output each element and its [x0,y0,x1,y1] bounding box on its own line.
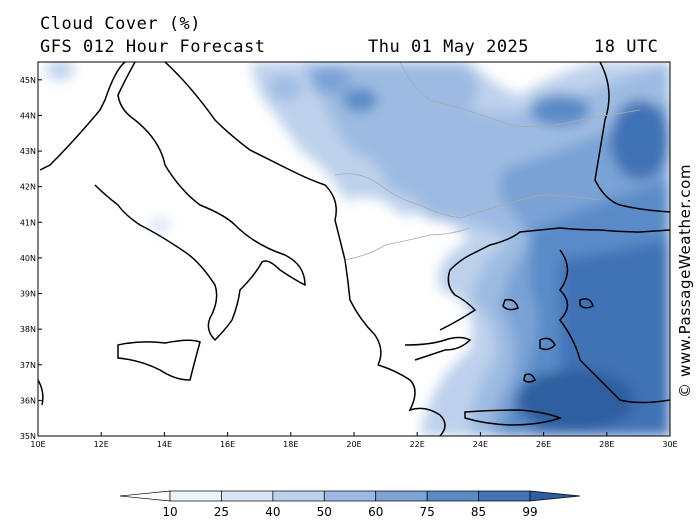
lon-label: 24E [473,440,488,449]
lat-label: 41N [20,218,36,227]
lat-label: 42N [20,183,36,192]
forecast-time: 18 UTC [594,37,659,57]
lon-label: 30E [662,440,677,449]
lon-label: 14E [157,440,172,449]
lon-label: 10E [30,440,45,449]
lon-label: 12E [94,440,109,449]
lat-label: 39N [20,290,36,299]
lon-label: 28E [599,440,614,449]
colorbar-label: 10 [162,505,177,519]
colorbar-segment [426,490,479,502]
colorbar-segment [272,490,325,502]
lat-label: 45N [20,76,36,85]
colorbar-label: 99 [522,505,537,519]
colorbar-segment [169,490,222,502]
colorbar-max-arrow [529,490,581,502]
colorbar-segment [221,490,274,502]
colorbar-label: 50 [317,505,332,519]
colorbar-min-arrow [119,490,171,502]
lat-label: 35N [20,432,36,441]
lon-label: 26E [536,440,551,449]
forecast-date: Thu 01 May 2025 [368,37,530,57]
longitude-axis: 10E 12E 14E 16E 18E 20E 22E 24E 26E 28E 30E [30,432,678,449]
lon-label: 22E [410,440,425,449]
lat-label: 40N [20,254,36,263]
lat-label: 36N [20,396,36,405]
colorbar-label: 60 [368,505,383,519]
colorbar-segment [478,490,531,502]
map-title: Cloud Cover (%) [40,14,202,34]
lat-label: 38N [20,325,36,334]
country-borders [334,62,641,261]
colorbar-label: 25 [214,505,229,519]
forecast-label: GFS 012 Hour Forecast [40,37,266,57]
lat-label: 43N [20,147,36,156]
latitude-axis: 35N 36N 37N 38N 39N 40N 41N 42N 43N 44N 45N [20,76,42,441]
lon-label: 16E [220,440,235,449]
colorbar-label: 85 [471,505,486,519]
colorbar-segment [323,490,377,502]
colorbar-label: 75 [420,505,435,519]
lon-label: 20E [346,440,361,449]
lat-label: 44N [20,111,36,120]
lat-label: 37N [20,361,36,370]
colorbar-label: 40 [265,505,280,519]
colorbar: 10 25 40 50 60 75 85 99 [119,490,581,519]
colorbar-segment [375,490,428,502]
coastlines [38,62,670,436]
lon-label: 18E [283,440,298,449]
